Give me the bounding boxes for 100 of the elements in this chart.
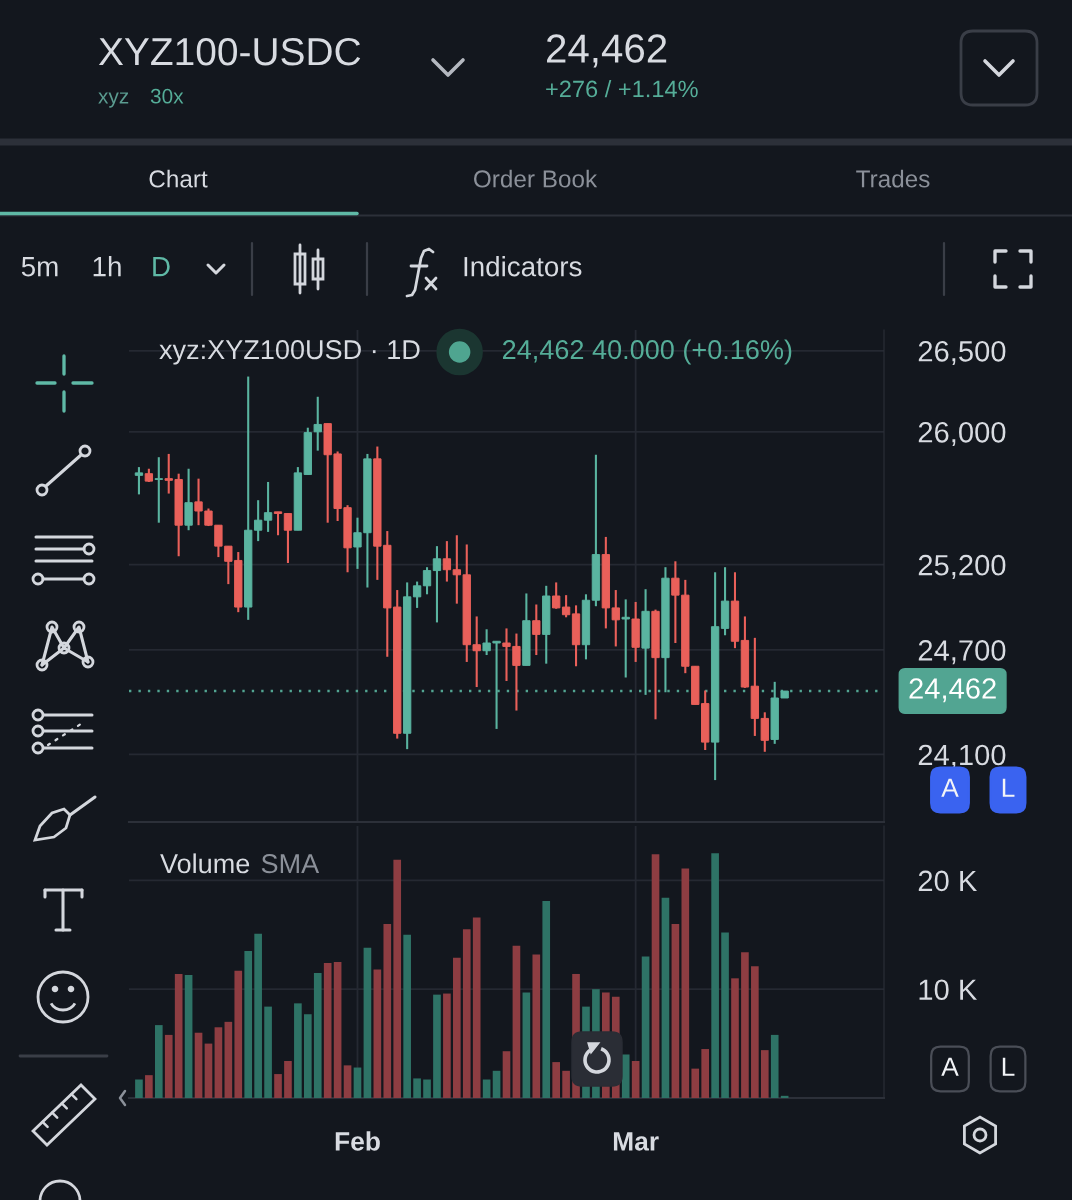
bar [631, 1061, 640, 1098]
bar [413, 1078, 421, 1098]
text: L [1002, 778, 1015, 797]
bar [562, 1070, 570, 1098]
bar [145, 1075, 153, 1098]
candlestick [442, 540, 452, 583]
y-tick-label: 20 K [918, 870, 978, 892]
text: Order Book [474, 169, 598, 188]
bar [542, 901, 551, 1098]
text: SMA [261, 854, 320, 874]
text: 5m [21, 257, 58, 277]
bar [681, 868, 690, 1098]
bar [641, 956, 650, 1098]
bar [393, 859, 402, 1098]
text: Trades [856, 169, 930, 188]
bar [701, 1049, 710, 1098]
chart-subtitle: 24,462 40.000 (+0.16%) [502, 339, 792, 365]
bar [184, 975, 193, 1098]
x-tick-label: Mar [613, 1132, 659, 1151]
bar [323, 963, 332, 1098]
bar [174, 973, 183, 1098]
candlestick [273, 510, 283, 537]
bar [234, 970, 243, 1098]
bar [433, 994, 441, 1098]
bar [244, 951, 253, 1098]
bar [671, 923, 680, 1098]
y-tick-label: 26,000 [918, 421, 1006, 447]
bar [214, 1027, 223, 1098]
text: L [1002, 1057, 1015, 1076]
text: A [941, 1057, 959, 1076]
y-tick-label: 24,100 [918, 744, 1006, 769]
bar [164, 1034, 173, 1098]
text: A [941, 778, 959, 797]
candlestick [532, 603, 541, 657]
bar [443, 993, 451, 1098]
bar [264, 1006, 272, 1098]
candlestick [184, 467, 193, 532]
bar [303, 1014, 312, 1098]
y-tick-label: 10 K [919, 979, 978, 1001]
bar [284, 1061, 292, 1098]
text: 1h [93, 256, 121, 277]
bar [462, 929, 471, 1098]
candlestick [621, 598, 630, 679]
bar [363, 947, 372, 1098]
candlestick [283, 512, 293, 565]
bar [751, 966, 759, 1098]
text: D [153, 257, 170, 277]
bar [760, 1050, 769, 1098]
text: +276 / +1.14% [546, 80, 698, 98]
bar [135, 1079, 143, 1098]
bar [353, 1067, 362, 1098]
bar [383, 923, 392, 1098]
bar [492, 1070, 501, 1098]
bar [204, 1043, 213, 1098]
candlestick [561, 594, 571, 619]
bar [472, 917, 481, 1098]
text: 30x [150, 88, 184, 104]
y-tick-label: 25,200 [918, 554, 1006, 579]
bar [661, 897, 670, 1098]
chart-title: xyz:XYZ100USD · 1D [159, 340, 420, 365]
bar [651, 854, 660, 1098]
bar [522, 992, 531, 1098]
candlestick [154, 456, 163, 524]
candlestick [432, 545, 442, 624]
y-tick-label: 24,700 [918, 640, 1006, 665]
candlestick [134, 466, 144, 496]
bar [154, 1025, 163, 1098]
bar [711, 853, 719, 1098]
text: Volume [160, 853, 250, 874]
bar [741, 952, 749, 1098]
bar [423, 1079, 431, 1098]
candlestick [422, 566, 432, 596]
bar [721, 932, 729, 1098]
bar [621, 1054, 630, 1098]
candlestick [412, 580, 422, 609]
bar [274, 1074, 282, 1098]
bar [552, 1062, 560, 1098]
bar [194, 1032, 203, 1098]
bar [691, 1068, 700, 1098]
text: Indicators [464, 256, 582, 277]
bar [313, 972, 322, 1098]
bar [731, 978, 739, 1098]
ref-line-label: 24,462 [909, 678, 996, 703]
bar [294, 1003, 302, 1098]
bar [453, 957, 461, 1098]
candlestick [263, 480, 273, 533]
bar [403, 934, 411, 1098]
y-tick-label: 26,500 [918, 341, 1006, 366]
candlestick [313, 395, 322, 452]
bar [502, 1051, 511, 1098]
bar [512, 945, 521, 1098]
bar [373, 969, 382, 1098]
bar [224, 1021, 233, 1098]
text: Chart [149, 169, 208, 188]
x-tick-label: Feb [335, 1131, 380, 1151]
bar [770, 1034, 779, 1098]
bar [254, 933, 262, 1098]
text: XYZ100-USDC [98, 37, 361, 66]
bar [343, 1065, 352, 1098]
bar [532, 954, 541, 1098]
